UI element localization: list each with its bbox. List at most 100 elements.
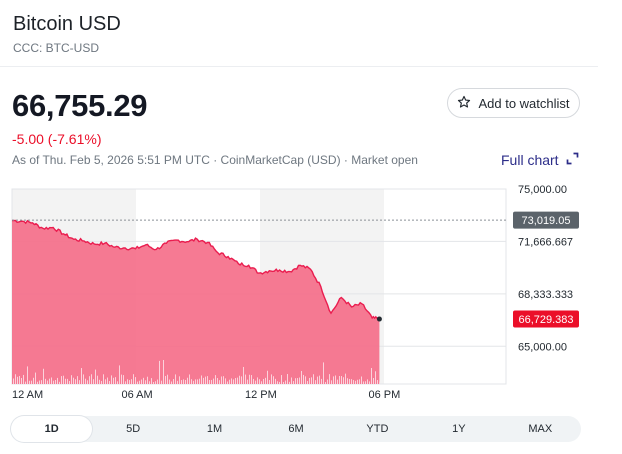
- volume-bar: [323, 362, 324, 384]
- volume-bar: [331, 380, 332, 384]
- volume-bar: [167, 374, 168, 384]
- volume-bar: [259, 379, 260, 384]
- volume-bar: [169, 379, 170, 384]
- volume-bar: [339, 375, 340, 384]
- ticker-subtitle: CCC: BTC-USD: [13, 41, 99, 55]
- volume-bar: [91, 374, 92, 384]
- page-title: Bitcoin USD: [13, 13, 121, 35]
- volume-bar: [101, 380, 102, 384]
- add-to-watchlist-button[interactable]: Add to watchlist: [447, 88, 580, 118]
- volume-bar: [201, 375, 202, 384]
- volume-bar: [161, 380, 162, 384]
- volume-bar: [239, 375, 240, 384]
- volume-bar: [33, 377, 34, 384]
- volume-bar: [95, 369, 96, 384]
- x-tick-label: 06 PM: [369, 389, 401, 401]
- volume-bar: [97, 375, 98, 384]
- volume-bar: [227, 381, 228, 384]
- volume-bar: [345, 373, 346, 384]
- volume-bar: [49, 378, 50, 384]
- volume-bar: [79, 380, 80, 384]
- volume-bar: [19, 375, 20, 384]
- full-chart-link[interactable]: Full chart: [501, 152, 579, 168]
- volume-bar: [329, 374, 330, 384]
- volume-bar: [233, 379, 234, 384]
- volume-bar: [221, 376, 222, 384]
- volume-bar: [43, 368, 44, 384]
- volume-bar: [231, 378, 232, 384]
- volume-bar: [131, 379, 132, 384]
- volume-bar: [199, 378, 200, 384]
- volume-bar: [155, 381, 156, 384]
- price-change: -5.00 (-7.61%): [12, 131, 102, 147]
- volume-bar: [153, 381, 154, 384]
- volume-bar: [273, 376, 274, 384]
- volume-bar: [321, 378, 322, 384]
- volume-bar: [333, 376, 334, 384]
- volume-bar: [157, 379, 158, 384]
- volume-bar: [47, 380, 48, 384]
- volume-bar: [71, 375, 72, 384]
- volume-bar: [369, 381, 370, 384]
- volume-bar: [371, 368, 372, 384]
- tab-1y[interactable]: 1Y: [452, 423, 466, 435]
- volume-bar: [283, 381, 284, 384]
- volume-bar: [309, 377, 310, 384]
- volume-bar: [219, 380, 220, 384]
- tab-6m[interactable]: 6M: [288, 423, 304, 435]
- tab-max[interactable]: MAX: [528, 423, 553, 435]
- volume-bar: [53, 380, 54, 384]
- volume-bar: [143, 377, 144, 384]
- volume-bar: [287, 374, 288, 384]
- volume-bar: [223, 376, 224, 384]
- quote-header: Bitcoin USD CCC: BTC-USD: [0, 0, 598, 67]
- volume-bar: [281, 375, 282, 384]
- volume-bar: [37, 381, 38, 384]
- volume-bar: [243, 366, 244, 384]
- volume-bar: [313, 374, 314, 384]
- volume-bar: [225, 378, 226, 384]
- volume-bar: [337, 379, 338, 384]
- watchlist-label: Add to watchlist: [478, 95, 570, 111]
- volume-bar: [191, 379, 192, 384]
- volume-bar: [117, 381, 118, 384]
- volume-bar: [195, 379, 196, 384]
- volume-bar: [365, 381, 366, 384]
- volume-bar: [245, 374, 246, 384]
- volume-bar: [99, 379, 100, 384]
- volume-bar: [237, 377, 238, 384]
- volume-bar: [341, 376, 342, 384]
- star-icon: [457, 95, 471, 112]
- x-tick-label: 12 PM: [245, 389, 277, 401]
- volume-bar: [297, 378, 298, 384]
- price-line: [11, 219, 380, 320]
- x-tick-label: 06 AM: [122, 389, 153, 401]
- volume-bar: [361, 376, 362, 384]
- expand-icon: [566, 152, 579, 168]
- volume-bar: [217, 378, 218, 384]
- volume-bar: [51, 377, 52, 384]
- volume-bar: [31, 380, 32, 384]
- volume-bar: [299, 377, 300, 384]
- volume-bar: [125, 381, 126, 384]
- volume-bar: [355, 380, 356, 384]
- volume-bar: [215, 375, 216, 384]
- volume-bar: [351, 379, 352, 384]
- volume-bar: [311, 377, 312, 384]
- volume-bar: [253, 378, 254, 384]
- volume-bar: [335, 375, 336, 384]
- volume-bar: [25, 381, 26, 384]
- volume-bar: [203, 377, 204, 384]
- volume-bar: [187, 377, 188, 384]
- tab-5d[interactable]: 5D: [126, 423, 141, 435]
- volume-bar: [307, 380, 308, 384]
- volume-bar: [349, 378, 350, 384]
- previous-close-tag: 73,019.05: [513, 211, 579, 229]
- volume-bar: [121, 374, 122, 384]
- tab-ytd[interactable]: YTD: [366, 423, 389, 435]
- tab-1d[interactable]: 1D: [11, 416, 93, 442]
- volume-bar: [269, 380, 270, 384]
- volume-bar: [209, 379, 210, 384]
- tab-1m[interactable]: 1M: [206, 423, 223, 435]
- volume-bar: [123, 375, 124, 384]
